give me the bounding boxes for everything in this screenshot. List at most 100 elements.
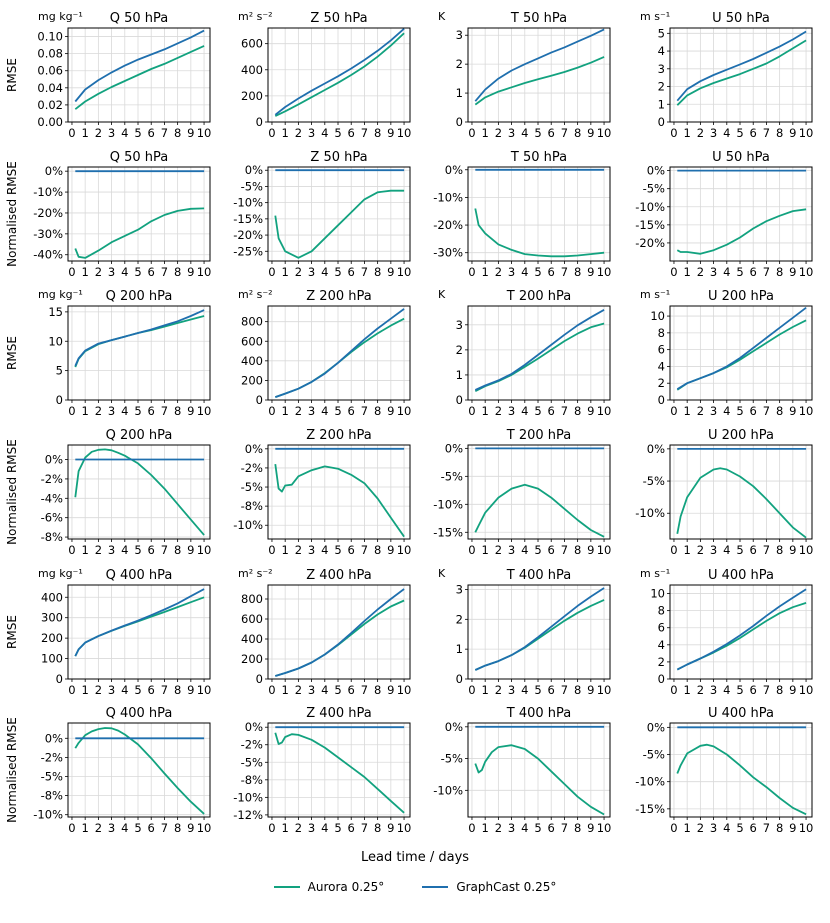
x-tick-label: 8 — [374, 821, 381, 835]
panel-title: Q 400 hPa — [106, 568, 173, 583]
x-tick-label: 6 — [750, 543, 757, 557]
series-line-aurora — [74, 727, 205, 815]
x-tick-label: 0 — [468, 126, 475, 140]
panel-13: 0 1 2 3 4 5 6 7 8 9 10 0% -2% -4% -6% -8% Q 200 hPa Norma… — [5, 428, 211, 557]
y-tick-label: 0 — [658, 393, 665, 407]
x-tick-label: 10 — [397, 265, 412, 279]
y-tick-label: 8 — [658, 326, 665, 340]
series-line-graphcast — [676, 306, 807, 390]
x-tick-label: 3 — [308, 821, 315, 835]
panel-title: T 200 hPa — [506, 428, 571, 443]
x-tick-label: 2 — [697, 265, 704, 279]
panel-title: Z 400 hPa — [306, 706, 371, 721]
unit-label: mg kg⁻¹ — [38, 288, 83, 301]
x-tick-label: 7 — [161, 821, 168, 835]
x-tick-label: 10 — [597, 543, 612, 557]
x-tick-label: 5 — [134, 265, 141, 279]
x-tick-label: 8 — [374, 543, 381, 557]
x-tick-label: 8 — [776, 683, 783, 697]
y-tick-label: 0 — [456, 672, 463, 686]
panel-14: 0 1 2 3 4 5 6 7 8 9 10 0% -2% -5% -8% -10% Z 200 hPa — [233, 428, 411, 557]
x-tick-label: 9 — [187, 404, 194, 418]
series-line-aurora — [275, 599, 405, 677]
unit-label: mg kg⁻¹ — [38, 567, 83, 580]
plot-frame — [67, 27, 211, 123]
x-tick-label: 3 — [108, 126, 115, 140]
plot-frame — [669, 444, 813, 540]
y-tick-label: 0% — [45, 731, 63, 745]
x-tick-label: 7 — [361, 126, 368, 140]
x-tick-label: 1 — [82, 683, 89, 697]
x-tick-label: 3 — [508, 126, 515, 140]
y-tick-label: 0% — [245, 720, 263, 734]
x-tick-label: 1 — [282, 821, 289, 835]
x-tick-label: 3 — [710, 126, 717, 140]
x-tick-label: 9 — [587, 126, 594, 140]
x-tick-label: 8 — [776, 265, 783, 279]
y-tick-label: 600 — [241, 37, 263, 51]
unit-label: K — [438, 567, 446, 580]
y-tick-label: 10 — [48, 334, 63, 348]
series-line-aurora — [274, 189, 405, 259]
series-line-graphcast — [474, 28, 605, 102]
x-tick-label: 0 — [468, 821, 475, 835]
unit-label: K — [438, 288, 446, 301]
series-line-aurora — [275, 317, 405, 398]
y-tick-label: 0% — [45, 164, 63, 178]
x-tick-label: 6 — [148, 404, 155, 418]
x-tick-label: 2 — [495, 265, 502, 279]
x-tick-label: 5 — [534, 126, 541, 140]
y-tick-label: 0 — [56, 672, 63, 686]
x-tick-label: 4 — [723, 821, 730, 835]
y-tick-label: 0 — [256, 393, 263, 407]
panel-title: U 50 hPa — [712, 11, 770, 26]
y-tick-label: 2 — [658, 376, 665, 390]
x-tick-label: 7 — [161, 404, 168, 418]
y-tick-label: 0.08 — [37, 47, 63, 61]
y-tick-label: 0 — [256, 672, 263, 686]
x-tick-label: 0 — [670, 821, 677, 835]
panel-8: 0 1 2 3 4 5 6 7 8 9 10 0% -5% -10% -15% -20% U 50 hPa — [635, 150, 813, 279]
panel-title: Q 50 hPa — [110, 150, 169, 165]
x-tick-label: 3 — [308, 265, 315, 279]
y-tick-label: -20% — [33, 206, 63, 220]
panel-title: Z 200 hPa — [306, 428, 371, 443]
x-tick-label: 5 — [534, 404, 541, 418]
x-tick-label: 7 — [161, 683, 168, 697]
x-tick-label: 4 — [723, 265, 730, 279]
unit-label: mg kg⁻¹ — [38, 10, 83, 23]
x-tick-label: 7 — [763, 404, 770, 418]
plot-frame — [267, 27, 411, 123]
x-tick-label: 0 — [68, 404, 75, 418]
y-tick-label: 0% — [647, 720, 665, 734]
panel-title: Z 50 hPa — [310, 11, 367, 26]
y-tick-label: -5% — [41, 769, 63, 783]
x-tick-label: 7 — [361, 821, 368, 835]
y-tick-label: -2% — [241, 738, 263, 752]
y-tick-label: -10% — [635, 200, 665, 214]
panel-7: 0 1 2 3 4 5 6 7 8 9 10 0% -10% -20% -30% T 50 hPa — [433, 150, 611, 279]
y-tick-label: -10% — [433, 497, 463, 511]
plot-frame — [267, 584, 411, 680]
x-tick-label: 4 — [121, 404, 128, 418]
series-line-aurora — [474, 483, 605, 538]
plot-frame — [669, 584, 813, 680]
x-tick-label: 7 — [561, 404, 568, 418]
series-line-aurora — [474, 744, 605, 816]
x-tick-label: 4 — [521, 821, 528, 835]
x-tick-label: 9 — [387, 683, 394, 697]
x-tick-label: 1 — [684, 821, 691, 835]
y-tick-label: 2 — [456, 57, 463, 71]
panel-16: 0 1 2 3 4 5 6 7 8 9 10 0% -5% -10% U 200 hPa — [635, 428, 813, 557]
x-tick-label: 9 — [587, 265, 594, 279]
y-tick-label: -10% — [635, 506, 665, 520]
plot-frame — [267, 722, 411, 818]
y-tick-label: 6 — [658, 621, 665, 635]
y-tick-label: 3 — [658, 62, 665, 76]
x-tick-label: 4 — [521, 543, 528, 557]
x-tick-label: 0 — [268, 543, 275, 557]
unit-label: K — [438, 10, 446, 23]
x-tick-label: 7 — [763, 821, 770, 835]
x-tick-label: 2 — [95, 265, 102, 279]
